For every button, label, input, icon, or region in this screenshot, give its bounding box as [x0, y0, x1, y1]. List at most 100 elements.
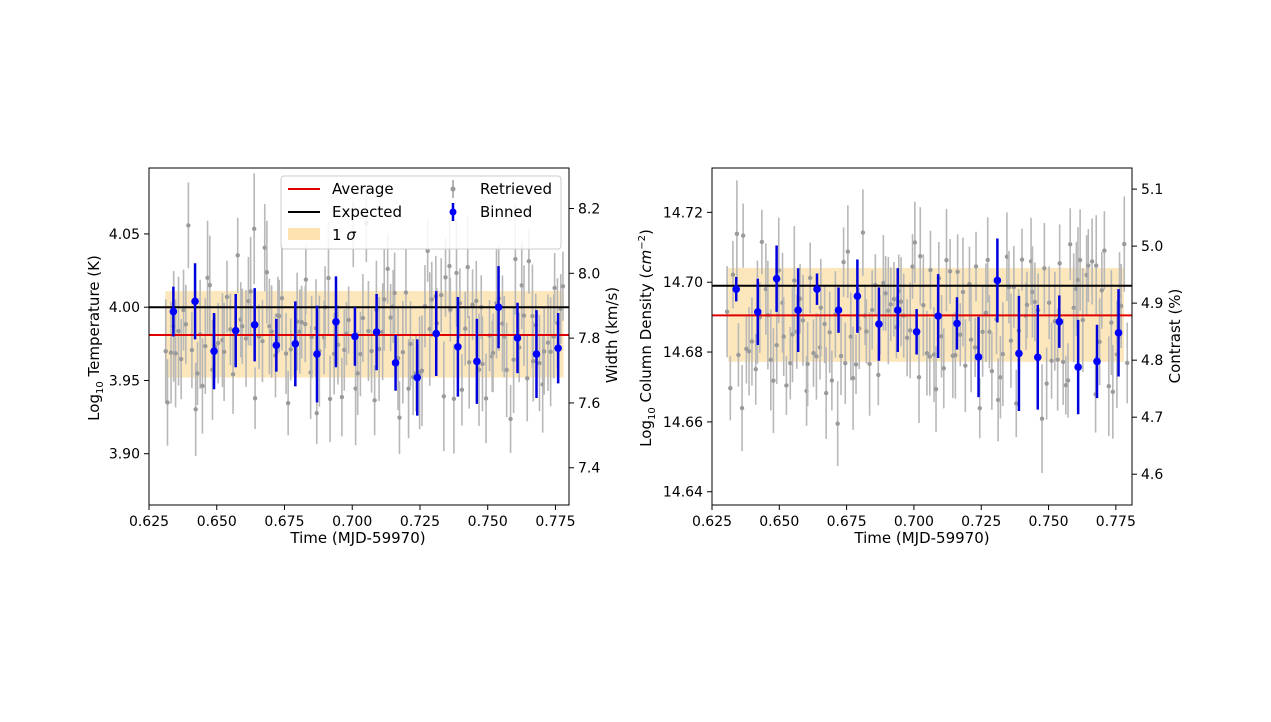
retrieved-marker [369, 348, 374, 354]
retrieved-point [921, 254, 926, 356]
retrieved-point [186, 182, 191, 269]
retrieved-point [1039, 364, 1045, 474]
retrieved-point [933, 346, 939, 432]
retrieved-point [243, 290, 249, 387]
retrieved-point [1057, 224, 1062, 303]
retrieved-point [483, 353, 489, 444]
binned-point [351, 307, 359, 366]
retrieved-point [1024, 271, 1030, 339]
retrieved-marker [262, 245, 267, 250]
retrieved-point [429, 261, 434, 338]
binned-point [272, 318, 281, 372]
y2-tick-label: 5.1 [1141, 182, 1163, 198]
retrieved-point [525, 335, 530, 422]
retrieved-point [403, 249, 409, 336]
retrieved-marker [480, 361, 485, 367]
y2-tick-label: 4.9 [1141, 296, 1163, 312]
retrieved-point [189, 311, 195, 389]
retrieved-marker [749, 339, 755, 344]
retrieved-marker [883, 291, 888, 296]
retrieved-marker [425, 248, 430, 254]
binned-point [494, 266, 503, 349]
binned-point [813, 273, 821, 305]
retrieved-marker [955, 269, 960, 274]
retrieved-marker [995, 397, 1001, 403]
binned-marker [993, 276, 1002, 285]
retrieved-point [1109, 270, 1114, 376]
retrieved-marker [941, 366, 946, 371]
binned-point [912, 309, 921, 355]
binned-marker [169, 307, 178, 316]
binned-point [513, 302, 522, 374]
retrieved-marker [800, 318, 806, 323]
retrieved-point [989, 332, 995, 410]
binned-marker [473, 357, 481, 366]
retrieved-marker [850, 375, 856, 381]
retrieved-point [1089, 218, 1095, 305]
right-y2-axis-label: Contrast (%) [1166, 289, 1184, 384]
y2-tick-label: 7.6 [578, 396, 600, 412]
retrieved-marker [960, 289, 966, 295]
retrieved-marker [1057, 261, 1062, 266]
retrieved-marker [763, 286, 769, 292]
retrieved-point [1060, 318, 1066, 405]
retrieved-point [788, 326, 793, 400]
retrieved-point [1030, 246, 1035, 338]
retrieved-marker [1109, 320, 1114, 325]
retrieved-marker [537, 360, 542, 366]
retrieved-marker [746, 349, 752, 354]
binned-marker [432, 329, 441, 338]
retrieved-marker [525, 376, 530, 381]
retrieved-point [439, 258, 444, 332]
retrieved-marker [163, 349, 168, 354]
retrieved-point [288, 318, 293, 381]
retrieved-point [207, 235, 212, 335]
retrieved-point [366, 281, 371, 382]
retrieved-marker [963, 363, 968, 368]
retrieved-point [1097, 298, 1102, 386]
retrieved-marker [973, 264, 979, 269]
binned-marker [732, 285, 741, 293]
retrieved-point [800, 274, 806, 366]
retrieved-marker [267, 324, 272, 329]
retrieved-marker [807, 275, 813, 281]
retrieved-marker [355, 371, 360, 376]
retrieved-marker [1110, 389, 1116, 394]
retrieved-marker [730, 272, 736, 277]
retrieved-marker [774, 343, 779, 348]
retrieved-marker [912, 240, 918, 245]
retrieved-marker [1030, 289, 1035, 295]
retrieved-marker [358, 351, 363, 357]
x-tick-label: 0.650 [197, 514, 237, 530]
retrieved-marker [288, 347, 293, 352]
retrieved-point [886, 257, 891, 365]
retrieved-marker [439, 292, 444, 298]
retrieved-point [898, 257, 904, 347]
binned-marker [753, 308, 762, 316]
binned-point [974, 316, 983, 398]
retrieved-marker [939, 334, 944, 339]
binned-point [231, 294, 240, 368]
binned-point [332, 276, 340, 368]
retrieved-point [774, 306, 779, 385]
retrieved-point [768, 309, 773, 411]
retrieved-point [480, 316, 485, 412]
retrieved-point [724, 266, 730, 358]
retrieved-marker [228, 327, 233, 332]
retrieved-marker [459, 387, 465, 393]
retrieved-marker [998, 375, 1003, 380]
retrieved-marker [513, 256, 518, 262]
retrieved-marker [916, 374, 922, 380]
retrieved-point [1122, 196, 1127, 292]
binned-point [1055, 295, 1064, 348]
retrieved-marker [924, 351, 930, 356]
retrieved-marker [829, 378, 835, 383]
retrieved-marker [235, 253, 240, 258]
retrieved-point [203, 298, 208, 395]
retrieved-marker [346, 317, 351, 323]
retrieved-marker [392, 290, 397, 296]
y2-tick-label: 7.4 [578, 461, 600, 477]
retrieved-point [395, 306, 401, 411]
y-tick-label: 3.90 [109, 447, 140, 463]
